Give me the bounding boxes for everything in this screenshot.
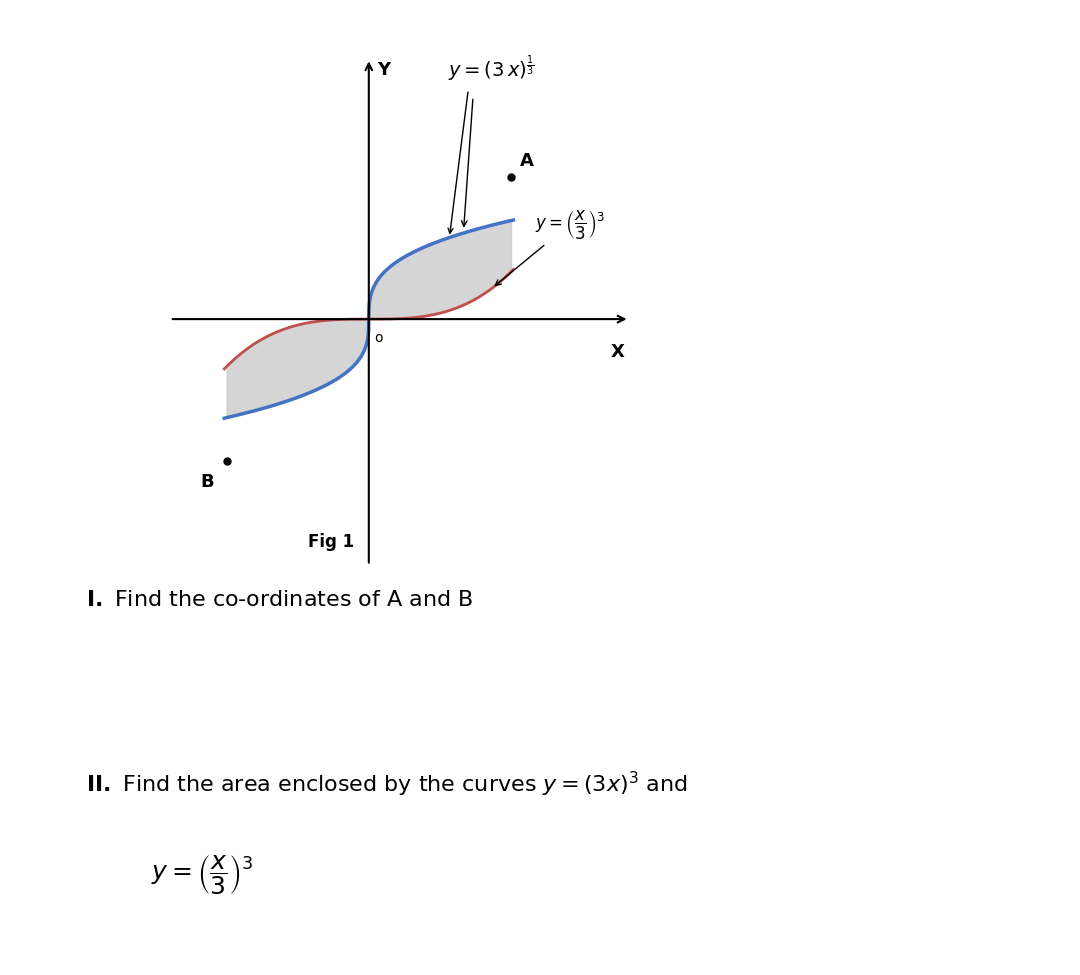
Text: A: A: [519, 152, 534, 170]
Text: $\mathbf{I.}$ Find the co-ordinates of A and B: $\mathbf{I.}$ Find the co-ordinates of A…: [86, 590, 473, 610]
Text: Y: Y: [377, 60, 391, 79]
Text: X: X: [611, 343, 624, 361]
Text: $y = \left(\dfrac{x}{3}\right)^3$: $y = \left(\dfrac{x}{3}\right)^3$: [151, 853, 254, 897]
Text: B: B: [201, 473, 214, 491]
Text: $\mathbf{II.}$ Find the area enclosed by the curves $y = (3x)^3$ and: $\mathbf{II.}$ Find the area enclosed by…: [86, 770, 688, 799]
Text: $y = \left(\dfrac{x}{3}\right)^3$: $y = \left(\dfrac{x}{3}\right)^3$: [496, 208, 605, 286]
Text: Fig 1: Fig 1: [308, 533, 354, 551]
Text: o: o: [375, 331, 383, 345]
Text: $y = (3\,x)^{\frac{1}{3}}$: $y = (3\,x)^{\frac{1}{3}}$: [448, 54, 535, 84]
